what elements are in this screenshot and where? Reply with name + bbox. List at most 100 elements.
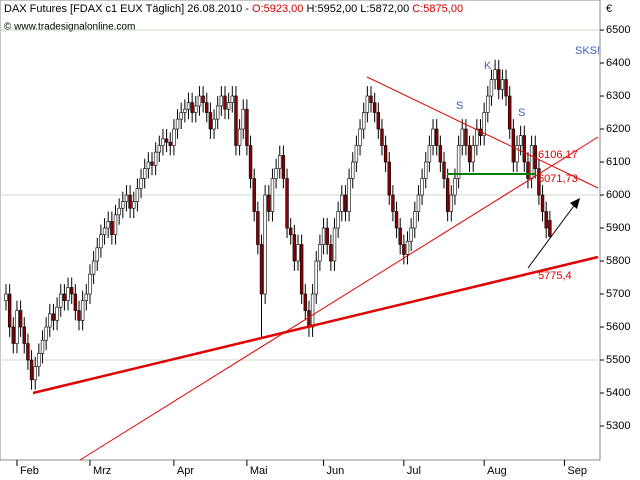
candle-body xyxy=(361,112,366,130)
candle-body xyxy=(321,227,326,245)
candle-body xyxy=(164,138,169,143)
copyright: © www.tradesignalonline.com xyxy=(4,22,135,33)
y-tick-label: 6000 xyxy=(606,189,630,201)
candle-body xyxy=(493,69,497,80)
candle-body xyxy=(537,168,541,196)
candle-body xyxy=(511,128,516,163)
candle-body xyxy=(161,138,165,146)
candle-body xyxy=(66,287,70,301)
candle-body xyxy=(325,227,329,245)
candle-body xyxy=(310,293,315,328)
candle-body xyxy=(332,227,337,262)
x-tick-label: Mrz xyxy=(93,465,111,477)
candle-body xyxy=(475,128,479,146)
candle-body xyxy=(219,95,224,107)
candle-body xyxy=(128,194,132,209)
candle-body xyxy=(449,194,453,212)
candle-body xyxy=(143,168,147,179)
candle-body xyxy=(62,293,67,301)
x-tick-label: Sep xyxy=(567,465,587,477)
candle-body xyxy=(413,211,417,229)
candle-body xyxy=(208,112,213,130)
candle-body xyxy=(354,145,359,163)
candle-body xyxy=(99,234,103,249)
candle-body xyxy=(117,207,121,216)
candle-body xyxy=(106,221,110,229)
candle-body xyxy=(427,145,432,163)
candle-body xyxy=(11,326,15,344)
candle-body xyxy=(110,221,114,235)
candle-body xyxy=(522,135,527,163)
candle-body xyxy=(168,141,172,146)
candle-body xyxy=(299,244,304,295)
candle-body xyxy=(358,128,362,146)
candle-body xyxy=(113,214,118,235)
candle-body xyxy=(445,178,450,212)
candle-body xyxy=(391,194,395,212)
annotation: S xyxy=(456,100,463,112)
candle-body xyxy=(146,161,151,169)
candle-body xyxy=(263,194,267,295)
candle-body xyxy=(29,359,34,381)
candle-body xyxy=(409,227,413,242)
candle-body xyxy=(88,273,92,295)
candle-body xyxy=(372,102,377,113)
candle-body xyxy=(223,95,227,110)
trend-line xyxy=(79,136,599,461)
candle-body xyxy=(369,95,373,103)
candle-body xyxy=(420,178,424,196)
x-tick-label: Mai xyxy=(250,465,268,477)
candle-body xyxy=(267,194,271,212)
candle-body xyxy=(183,108,187,113)
candle-body xyxy=(526,161,530,179)
candle-body xyxy=(288,227,293,235)
candle-body xyxy=(515,145,519,163)
candle-body xyxy=(179,112,183,120)
y-tick-label: 6100 xyxy=(606,156,630,168)
marks xyxy=(0,29,600,390)
candle-body xyxy=(376,112,380,130)
candle-body xyxy=(259,244,264,295)
candle-body xyxy=(135,188,140,202)
y-tick-label: 6300 xyxy=(606,90,630,102)
candle-body xyxy=(248,145,253,179)
candle-body xyxy=(241,108,245,130)
annotation: 5775,4 xyxy=(538,270,572,282)
candle-body xyxy=(486,95,490,113)
candle-body xyxy=(456,145,461,179)
candle-body xyxy=(51,313,56,321)
candle-body xyxy=(190,102,194,113)
candle-body xyxy=(256,211,260,245)
candle-body xyxy=(80,300,85,321)
candle-body xyxy=(292,234,297,262)
candle-body xyxy=(500,79,505,90)
candle-body xyxy=(296,244,300,262)
candle-body xyxy=(482,112,486,136)
candle-body xyxy=(274,168,278,179)
candle-body xyxy=(44,326,48,341)
candle-body xyxy=(48,313,52,328)
candle-body xyxy=(175,118,180,130)
candle-body xyxy=(471,145,475,163)
annotation: K xyxy=(484,60,492,72)
candle-body xyxy=(507,95,512,130)
candle-body xyxy=(548,220,552,237)
close-label: C:5875,00 xyxy=(412,3,463,15)
annotation: SKS! xyxy=(575,45,600,57)
candle-body xyxy=(205,102,209,113)
candle-body xyxy=(285,178,289,229)
candle-body xyxy=(343,194,348,212)
candle-body xyxy=(153,151,158,166)
candle-body xyxy=(18,310,23,328)
candle-body xyxy=(504,79,508,97)
candle-body xyxy=(150,161,154,166)
y-tick-label: 5700 xyxy=(606,288,630,300)
candle-body xyxy=(139,178,143,189)
candle-body xyxy=(252,178,256,212)
candle-body xyxy=(402,244,406,255)
candle-body xyxy=(303,293,307,311)
open-label: O:5923,00 xyxy=(252,3,303,15)
candle-body xyxy=(307,310,311,328)
candle-body xyxy=(314,260,318,295)
